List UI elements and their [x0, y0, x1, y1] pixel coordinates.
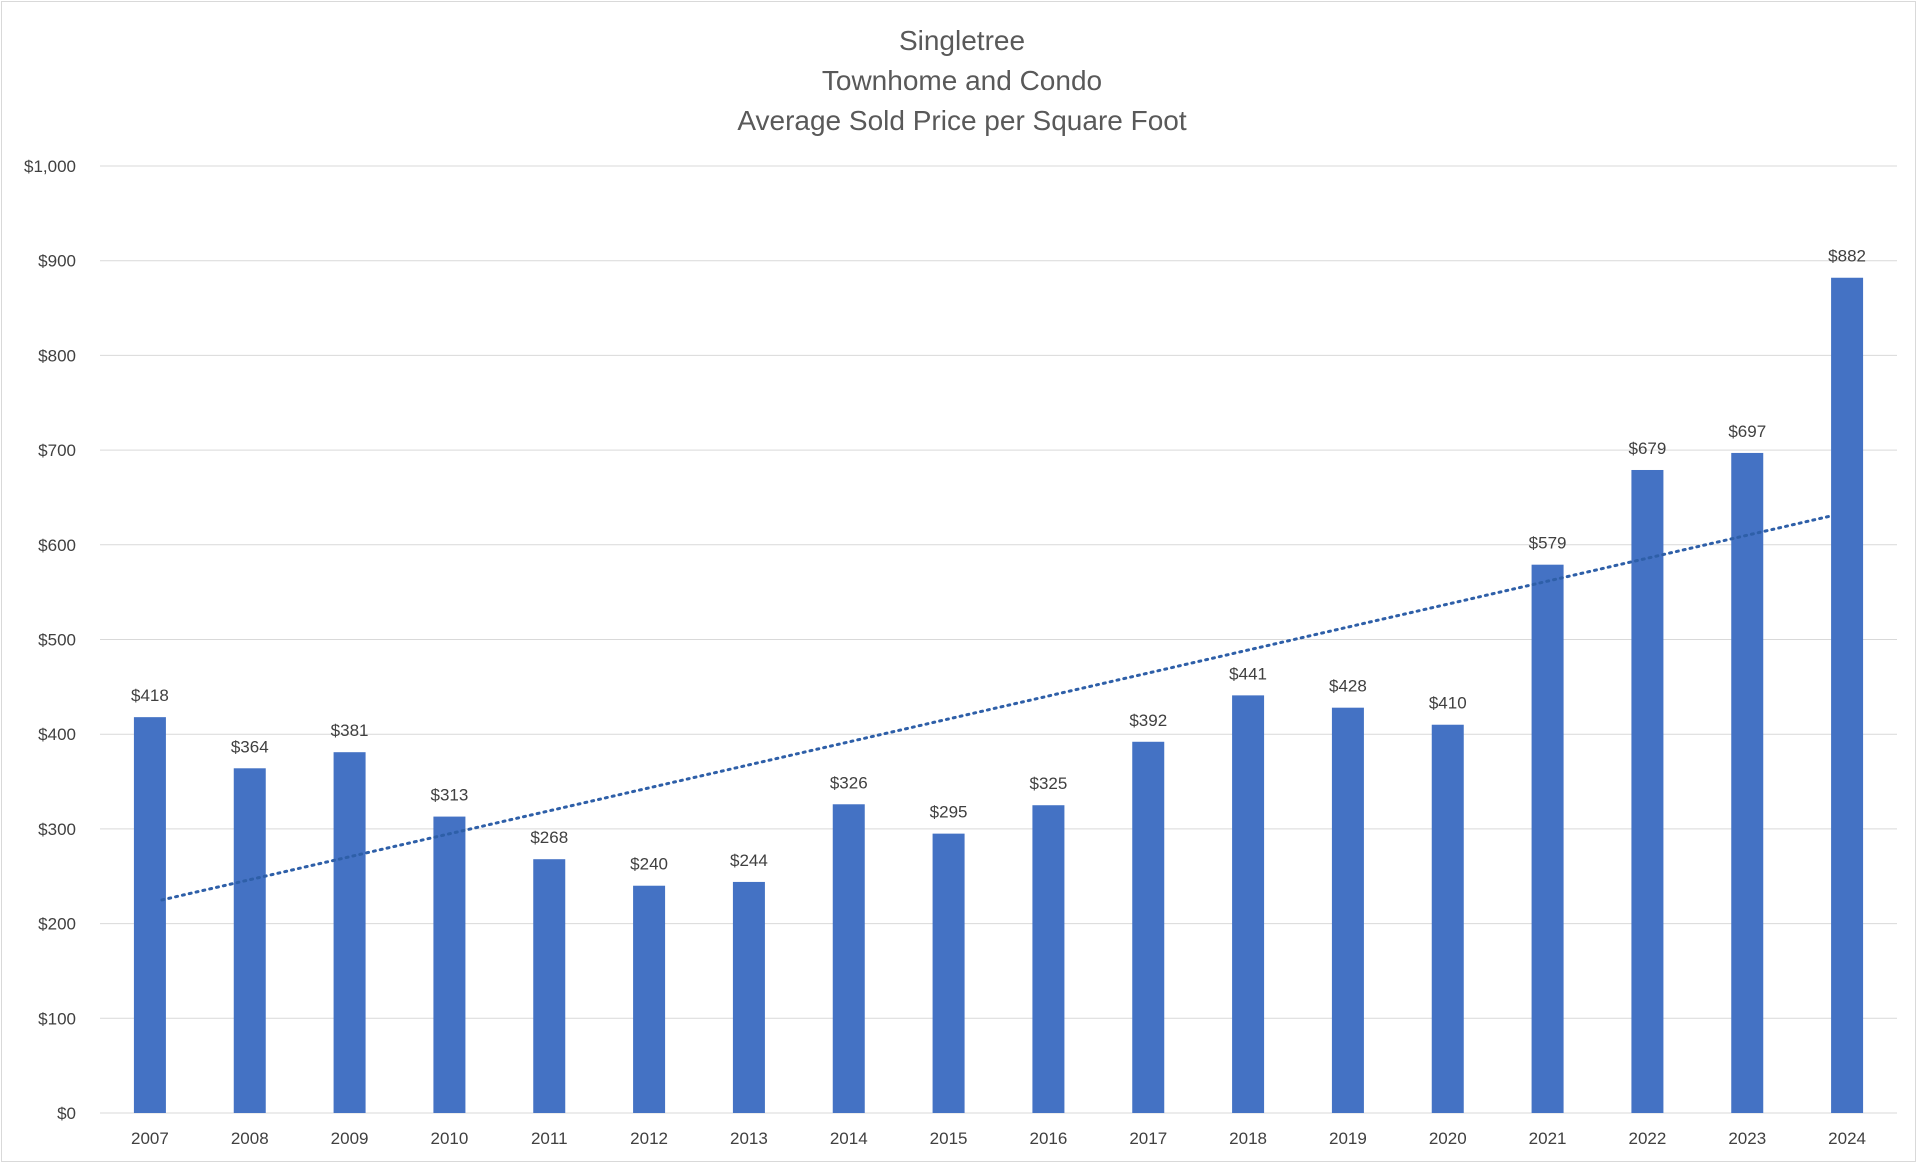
trendline-group [160, 514, 1831, 902]
bar-2019 [1331, 707, 1364, 1113]
trendline [160, 514, 1831, 902]
bar-2023 [1731, 452, 1764, 1113]
x-tick-label: 2021 [1529, 1129, 1567, 1148]
bar-2018 [1232, 695, 1265, 1113]
bar-2021 [1531, 564, 1564, 1113]
bar-2013 [732, 881, 765, 1113]
data-label: $364 [231, 737, 269, 756]
x-tick-label: 2008 [231, 1129, 269, 1148]
y-tick-label: $200 [38, 915, 76, 934]
data-label: $679 [1629, 439, 1667, 458]
x-tick-label: 2020 [1429, 1129, 1467, 1148]
x-tick-label: 2014 [830, 1129, 868, 1148]
x-tick-label: 2023 [1728, 1129, 1766, 1148]
title-line-2: Townhome and Condo [822, 65, 1102, 96]
x-tick-label: 2018 [1229, 1129, 1267, 1148]
y-tick-label: $500 [38, 631, 76, 650]
data-label: $240 [630, 855, 668, 874]
bar-2024 [1831, 277, 1864, 1114]
data-label: $579 [1529, 534, 1567, 553]
x-tick-label: 2009 [331, 1129, 369, 1148]
y-axis-tick-labels: $0 $100 $200 $300 $400 $500 $600 $700 $800 $900 $1… [24, 157, 76, 1123]
x-tick-label: 2010 [431, 1129, 469, 1148]
x-tick-label: 2024 [1828, 1129, 1866, 1148]
y-tick-label: $400 [38, 725, 76, 744]
x-tick-label: 2012 [630, 1129, 668, 1148]
x-tick-label: 2007 [131, 1129, 169, 1148]
y-tick-label: $600 [38, 536, 76, 555]
data-label: $410 [1429, 694, 1467, 713]
data-label: $295 [930, 803, 968, 822]
x-tick-label: 2019 [1329, 1129, 1367, 1148]
gridlines [100, 165, 1897, 1114]
bar-2009 [333, 752, 366, 1113]
x-tick-label: 2013 [730, 1129, 768, 1148]
title-line-1: Singletree [899, 25, 1025, 56]
bar-2017 [1132, 741, 1165, 1113]
bar-2020 [1431, 724, 1464, 1113]
bar-2012 [633, 885, 666, 1113]
y-tick-label: $900 [38, 252, 76, 271]
x-tick-label: 2015 [930, 1129, 968, 1148]
bar-2008 [233, 768, 266, 1113]
data-label: $418 [131, 686, 169, 705]
bar-2011 [533, 859, 566, 1113]
data-label: $428 [1329, 677, 1367, 696]
y-tick-label: $0 [57, 1104, 76, 1123]
chart-title: Singletree Townhome and Condo Average So… [737, 25, 1187, 136]
data-label: $392 [1129, 711, 1167, 730]
data-label: $326 [830, 773, 868, 792]
data-label: $441 [1229, 664, 1267, 683]
y-tick-label: $100 [38, 1009, 76, 1028]
bar-2016 [1032, 805, 1065, 1113]
x-tick-label: 2011 [531, 1129, 568, 1148]
y-tick-label: $1,000 [24, 157, 76, 176]
data-label: $313 [431, 786, 469, 805]
data-labels: $418 $364 $381 $313 $268 $240 $244 $326 $295 $325… [131, 247, 1866, 874]
data-label: $697 [1728, 422, 1766, 441]
bar-2007 [133, 717, 166, 1113]
bar-2014 [832, 804, 865, 1113]
bar-2015 [932, 833, 965, 1113]
data-label: $268 [530, 828, 568, 847]
data-label: $244 [730, 851, 768, 870]
x-tick-label: 2016 [1030, 1129, 1068, 1148]
bars [133, 277, 1864, 1114]
x-tick-label: 2022 [1629, 1129, 1667, 1148]
y-tick-label: $300 [38, 820, 76, 839]
title-line-3: Average Sold Price per Square Foot [737, 105, 1187, 136]
bar-2022 [1631, 469, 1664, 1113]
x-tick-label: 2017 [1129, 1129, 1167, 1148]
y-tick-label: $800 [38, 346, 76, 365]
y-tick-label: $700 [38, 441, 76, 460]
data-label: $325 [1030, 774, 1068, 793]
x-axis-tick-labels: 2007 2008 2009 2010 2011 2012 2013 2014 2015 2016… [131, 1129, 1866, 1148]
bar-2010 [433, 816, 466, 1113]
data-label: $381 [331, 721, 369, 740]
data-label: $882 [1828, 247, 1866, 266]
